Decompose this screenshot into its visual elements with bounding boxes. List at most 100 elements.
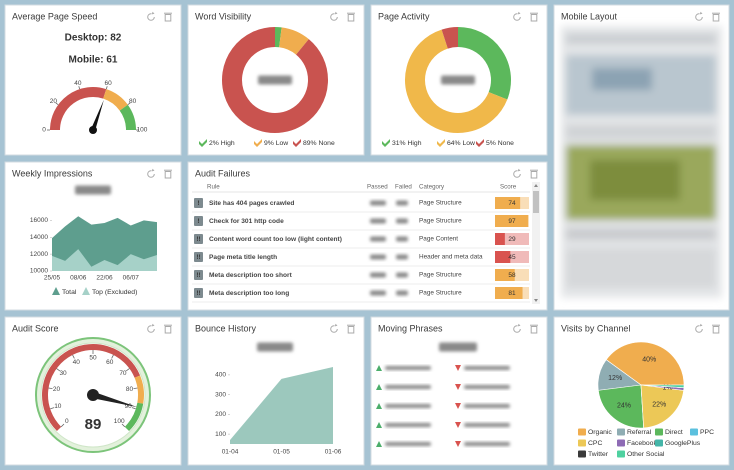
- speed-line: Desktop: 82: [65, 33, 122, 44]
- widget-title: Average Page Speed: [12, 11, 97, 21]
- severity-flag: !: [197, 218, 199, 225]
- blurred-text: [258, 75, 292, 85]
- mobile-preview: [561, 26, 722, 298]
- rule-category: Page Structure: [419, 218, 462, 225]
- widget-panel: [370, 316, 548, 466]
- gauge-band: [42, 344, 141, 432]
- down-arrow: [455, 422, 461, 428]
- trash-body: [712, 326, 720, 334]
- refresh-icon[interactable]: [147, 168, 155, 178]
- delete-icon[interactable]: [530, 324, 538, 334]
- blurred-text: [464, 366, 510, 370]
- rule-name: Meta description too short: [209, 272, 293, 279]
- refresh-icon[interactable]: [695, 323, 703, 333]
- legend-label: Direct: [665, 429, 683, 436]
- donut-segment: [222, 27, 328, 133]
- refresh-ring: [147, 325, 155, 333]
- scroll-down: [534, 299, 538, 302]
- refresh-arrow: [151, 11, 155, 15]
- delete-icon[interactable]: [164, 169, 172, 179]
- rule-category: Page Structure: [419, 200, 462, 207]
- x-tick-label: 25/05: [44, 275, 61, 282]
- gauge-needle: [92, 391, 138, 408]
- blurred-text: [385, 385, 431, 389]
- slice-label: 24%: [617, 402, 631, 409]
- legend-label: CPC: [588, 440, 602, 447]
- refresh-icon[interactable]: [147, 323, 155, 333]
- legend-swatch: [617, 439, 625, 447]
- score-bar: [495, 287, 523, 299]
- legend-swatch: [690, 428, 698, 436]
- delete-icon[interactable]: [530, 169, 538, 179]
- gauge-band: [134, 375, 144, 404]
- pie-slice: [640, 384, 685, 389]
- severity-flag: !!: [196, 254, 200, 261]
- down-arrow: [455, 441, 461, 447]
- legend-swatch: [52, 287, 60, 295]
- preview-block: [566, 248, 716, 288]
- x-tick-label: 01-06: [325, 449, 342, 456]
- delete-icon[interactable]: [712, 324, 720, 334]
- severity-flag: !!: [196, 236, 200, 243]
- gauge-tick-label: 20: [53, 386, 61, 393]
- donut-segment: [457, 27, 511, 100]
- scrollbar[interactable]: [532, 182, 540, 304]
- trash-body: [347, 326, 355, 334]
- delete-icon[interactable]: [164, 12, 172, 22]
- refresh-icon[interactable]: [147, 11, 155, 21]
- refresh-ring: [695, 13, 703, 21]
- widget-title: Page Activity: [378, 11, 430, 21]
- delete-icon[interactable]: [530, 12, 538, 22]
- legend-label: 64% Low: [447, 140, 475, 147]
- severity-badge: [194, 288, 203, 298]
- gauge-tick-label: 50: [89, 355, 97, 362]
- gauge-tick: [125, 368, 130, 372]
- refresh-arrow: [334, 11, 338, 15]
- delete-icon[interactable]: [164, 324, 172, 334]
- refresh-arrow: [517, 323, 521, 327]
- refresh-ring: [513, 170, 521, 178]
- gauge-tick-label: 40: [74, 80, 82, 87]
- delete-icon[interactable]: [712, 12, 720, 22]
- column-header: Rule: [207, 184, 220, 191]
- blurred-text: [385, 442, 431, 446]
- gauge-tick-label: 80: [129, 98, 137, 105]
- scroll-thumb: [533, 191, 539, 213]
- gauge-tick-label: 40: [73, 359, 81, 366]
- legend-swatch: [617, 450, 625, 458]
- refresh-icon[interactable]: [695, 11, 703, 21]
- refresh-arrow: [517, 11, 521, 15]
- severity-badge: [194, 234, 203, 244]
- legend-label: Referral: [627, 429, 652, 436]
- legend-swatch: [82, 287, 90, 295]
- refresh-icon[interactable]: [330, 11, 338, 21]
- legend-swatch: [578, 428, 586, 436]
- delete-icon[interactable]: [347, 12, 355, 22]
- refresh-icon[interactable]: [513, 323, 521, 333]
- refresh-icon[interactable]: [513, 11, 521, 21]
- gauge-needle: [90, 99, 104, 131]
- blurred-text: [441, 75, 475, 85]
- gauge-hub: [87, 389, 99, 401]
- slice-label: 1%: [662, 384, 672, 391]
- gauge-value: 89: [85, 416, 102, 433]
- refresh-ring: [147, 170, 155, 178]
- blurred-text: [370, 218, 386, 224]
- refresh-icon[interactable]: [330, 323, 338, 333]
- legend-swatch: [199, 139, 207, 147]
- legend-swatch: [655, 439, 663, 447]
- legend-swatch: [476, 139, 484, 147]
- x-tick-label: 22/06: [96, 275, 113, 282]
- blurred-text: [396, 290, 408, 296]
- score-bar: [495, 215, 528, 227]
- donut-segment: [441, 27, 459, 49]
- blurred-text: [464, 442, 510, 446]
- refresh-icon[interactable]: [513, 168, 521, 178]
- legend-label: Facebook: [627, 440, 657, 447]
- slice-label: 22%: [652, 401, 666, 408]
- gauge-tick: [72, 354, 75, 359]
- x-tick-label: 06/07: [123, 275, 140, 282]
- column-header: Score: [500, 184, 517, 191]
- blurred-text: [370, 290, 386, 296]
- delete-icon[interactable]: [347, 324, 355, 334]
